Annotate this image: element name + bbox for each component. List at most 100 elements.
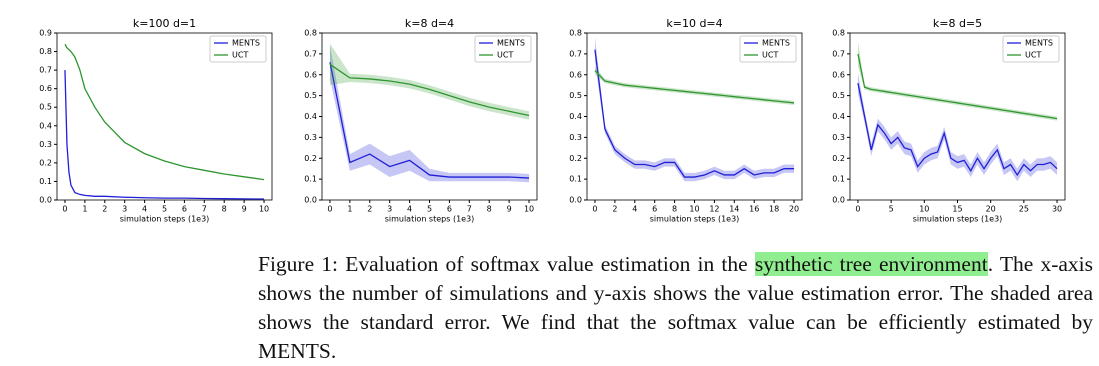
x-tick-label: 10	[524, 205, 534, 214]
x-tick-label: 6	[447, 205, 452, 214]
y-tick-label: 0.7	[304, 49, 317, 58]
x-axis-label: simulation steps (1e3)	[913, 215, 1003, 224]
y-tick-label: 0.7	[569, 49, 582, 58]
line	[329, 63, 530, 117]
plot-frame	[321, 32, 538, 201]
line	[857, 53, 1058, 120]
x-tick-label: 9	[507, 205, 512, 214]
legend-label: MENTS	[1025, 39, 1053, 48]
y-tick-label: 0.7	[832, 49, 845, 58]
x-tick-label: 2	[367, 205, 372, 214]
chart-title: k=8 d=4	[405, 17, 454, 30]
y-tick-label: 0.6	[569, 70, 582, 79]
chart-title: k=10 d=4	[666, 17, 722, 30]
y-tick-label: 0.2	[39, 158, 52, 167]
legend-label: MENTS	[232, 39, 260, 48]
y-tick-label: 0.2	[304, 154, 317, 163]
x-tick-label: 6	[652, 205, 657, 214]
figure: k=100 d=1 0.0 0.1 0.2 0.3 0.4 0.5 0.6 0.7 0.8 0.9 0…	[39, 17, 1066, 224]
caption-text: Figure 1: Evaluation of softmax value es…	[258, 252, 755, 276]
line	[594, 49, 795, 178]
y-tick-label: 0.4	[304, 112, 317, 121]
y-tick-label: 0.4	[569, 112, 582, 121]
chart-title: k=8 d=5	[933, 17, 982, 30]
y-tick-label: 0.6	[39, 84, 52, 93]
x-tick-label: 18	[769, 205, 779, 214]
x-tick-label: 16	[749, 205, 759, 214]
x-axis-label: simulation steps (1e3)	[385, 215, 475, 224]
y-tick-label: 0.4	[39, 121, 52, 130]
x-tick-label: 5	[889, 205, 894, 214]
plot-frame	[586, 32, 803, 201]
x-tick-label: 8	[222, 205, 227, 214]
x-tick-label: 5	[427, 205, 432, 214]
x-tick-label: 0	[855, 205, 860, 214]
x-tick-label: 10	[259, 205, 269, 214]
y-tick-label: 0.8	[304, 29, 317, 38]
y-tick-label: 0.6	[832, 70, 845, 79]
x-tick-label: 0	[62, 205, 67, 214]
x-tick-label: 4	[142, 205, 147, 214]
line	[594, 70, 795, 104]
x-tick-label: 2	[102, 205, 107, 214]
x-tick-label: 5	[162, 205, 167, 214]
legend-label: UCT	[497, 51, 513, 60]
y-tick-label: 0.1	[39, 177, 52, 186]
y-tick-label: 0.0	[39, 196, 52, 205]
line	[64, 43, 265, 181]
error-band	[857, 41, 1058, 121]
y-tick-label: 0.0	[569, 196, 582, 205]
page: k=100 d=1 0.0 0.1 0.2 0.3 0.4 0.5 0.6 0.7 0.8 0.9 0…	[39, 17, 1093, 363]
legend-label: UCT	[762, 51, 778, 60]
x-tick-label: 9	[242, 205, 247, 214]
x-tick-label: 1	[347, 205, 352, 214]
x-tick-label: 7	[467, 205, 472, 214]
y-tick-label: 0.1	[832, 175, 845, 184]
x-tick-label: 20	[986, 205, 996, 214]
x-tick-label: 0	[592, 205, 597, 214]
x-tick-label: 2	[612, 205, 617, 214]
x-tick-label: 4	[632, 205, 637, 214]
x-tick-label: 8	[672, 205, 677, 214]
legend-label: UCT	[1025, 51, 1041, 60]
line	[64, 70, 265, 200]
y-tick-label: 0.3	[569, 133, 582, 142]
legend-label: UCT	[232, 51, 248, 60]
y-tick-label: 0.9	[39, 29, 52, 38]
line	[329, 62, 530, 179]
legend-label: MENTS	[497, 39, 525, 48]
x-tick-label: 14	[729, 205, 739, 214]
x-tick-label: 15	[952, 205, 962, 214]
x-tick-label: 10	[689, 205, 699, 214]
x-tick-label: 1	[82, 205, 87, 214]
y-tick-label: 0.8	[832, 29, 845, 38]
y-tick-label: 0.2	[569, 154, 582, 163]
caption: Figure 1: Evaluation of softmax value es…	[258, 250, 1093, 366]
x-tick-label: 25	[1019, 205, 1029, 214]
x-tick-label: 12	[709, 205, 719, 214]
y-tick-label: 0.7	[39, 66, 52, 75]
y-tick-label: 0.0	[304, 196, 317, 205]
y-tick-label: 0.2	[832, 154, 845, 163]
x-axis-label: simulation steps (1e3)	[120, 215, 210, 224]
x-tick-label: 30	[1052, 205, 1062, 214]
y-tick-label: 0.3	[39, 140, 52, 149]
x-tick-label: 20	[789, 205, 799, 214]
plot-frame	[849, 32, 1066, 201]
y-tick-label: 0.1	[304, 175, 317, 184]
chart-title: k=100 d=1	[133, 17, 196, 30]
y-tick-label: 0.5	[569, 91, 582, 100]
y-tick-label: 0.3	[304, 133, 317, 142]
line	[857, 82, 1058, 177]
y-tick-label: 0.8	[39, 47, 52, 56]
x-tick-label: 3	[122, 205, 127, 214]
x-tick-label: 3	[387, 205, 392, 214]
x-tick-label: 6	[182, 205, 187, 214]
y-tick-label: 0.1	[569, 175, 582, 184]
error-band	[857, 72, 1058, 182]
y-tick-label: 0.3	[832, 133, 845, 142]
y-tick-label: 0.5	[832, 91, 845, 100]
plot-frame	[56, 32, 273, 201]
error-band	[329, 45, 530, 183]
error-band	[329, 43, 530, 120]
